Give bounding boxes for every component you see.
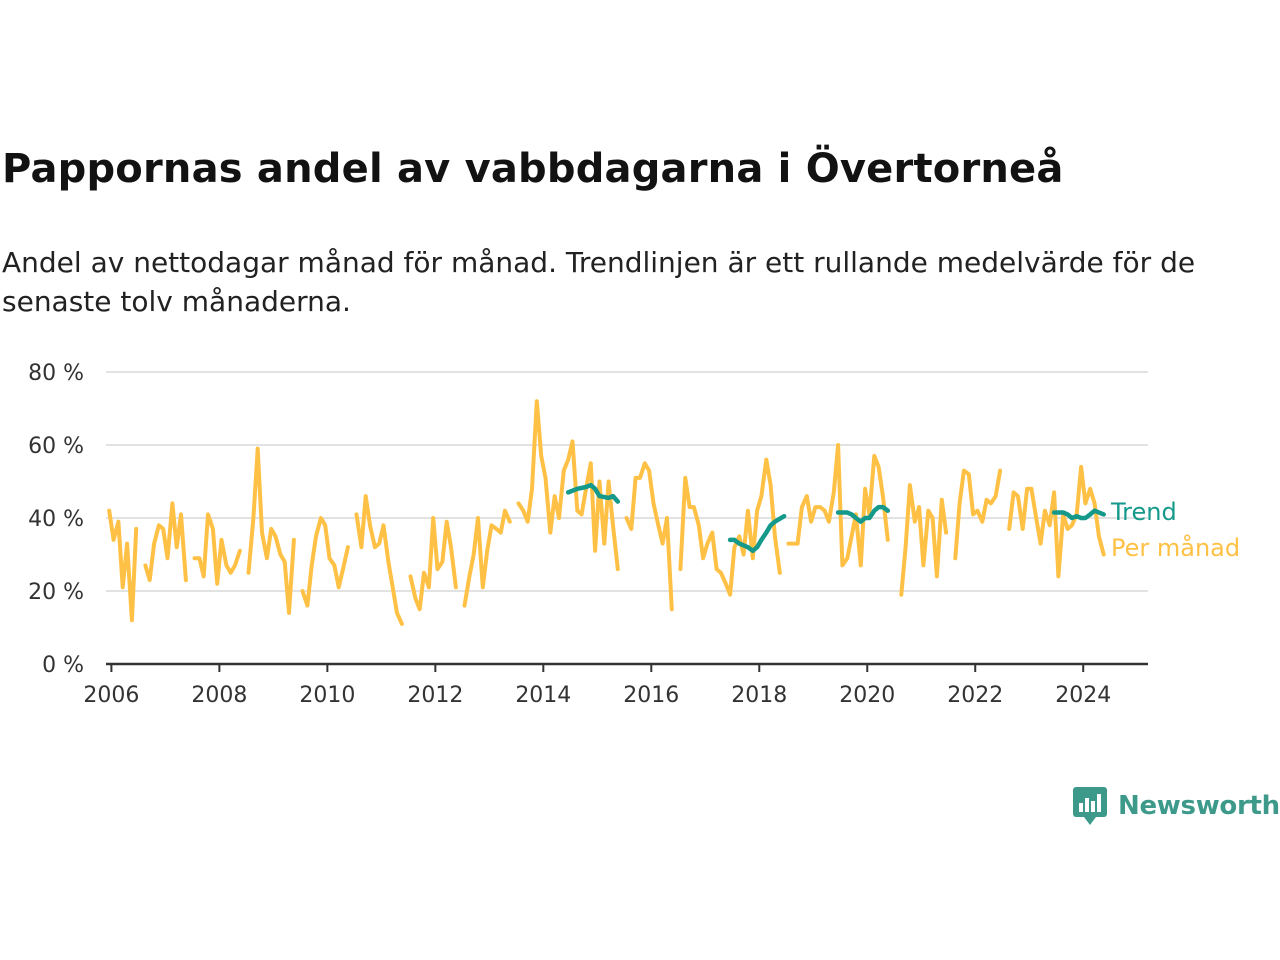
y-tick-label: 80 %: [28, 361, 84, 386]
grid-lines: [106, 371, 1148, 592]
x-tick-label: 2012: [407, 683, 463, 708]
brand-logo: Newsworthy: [1072, 786, 1280, 826]
chart-title: Pappornas andel av vabbdagarna i Övertor…: [2, 146, 1064, 192]
x-tick-label: 2022: [947, 683, 1003, 708]
line-chart: 0 % 20 % 40 % 60 % 80 % 2006 2008 2010 2012 2014…: [28, 361, 1240, 708]
series-label-per-manad: Per månad: [1111, 533, 1240, 562]
x-tick-label: 2016: [623, 683, 679, 708]
series-labels: Trend Per månad: [1110, 498, 1240, 562]
y-axis-ticks: 0 % 20 % 40 % 60 % 80 %: [28, 361, 84, 678]
x-tick-label: 2008: [191, 683, 247, 708]
series-line-per-manad: [107, 399, 1106, 626]
x-tick-label: 2006: [83, 683, 139, 708]
x-tick-label: 2010: [299, 683, 355, 708]
series-line-trend: [565, 482, 1106, 554]
series-lines: [107, 399, 1106, 626]
series-label-trend: Trend: [1110, 498, 1177, 526]
brand-name: Newsworthy: [1118, 791, 1280, 821]
x-tick-label: 2024: [1055, 683, 1111, 708]
y-tick-label: 0 %: [42, 653, 84, 678]
x-tick-label: 2014: [515, 683, 571, 708]
newsworthy-logo-icon: [1073, 787, 1107, 825]
x-axis: 2006 2008 2010 2012 2014 2016 2018 2020 2022 2024: [83, 662, 1148, 708]
y-tick-label: 20 %: [28, 580, 84, 605]
x-tick-label: 2020: [839, 683, 895, 708]
chart-subtitle: Andel av nettodagar månad för månad. Tre…: [2, 246, 1196, 318]
x-tick-label: 2018: [731, 683, 787, 708]
y-tick-label: 60 %: [28, 434, 84, 459]
y-tick-label: 40 %: [28, 507, 84, 532]
